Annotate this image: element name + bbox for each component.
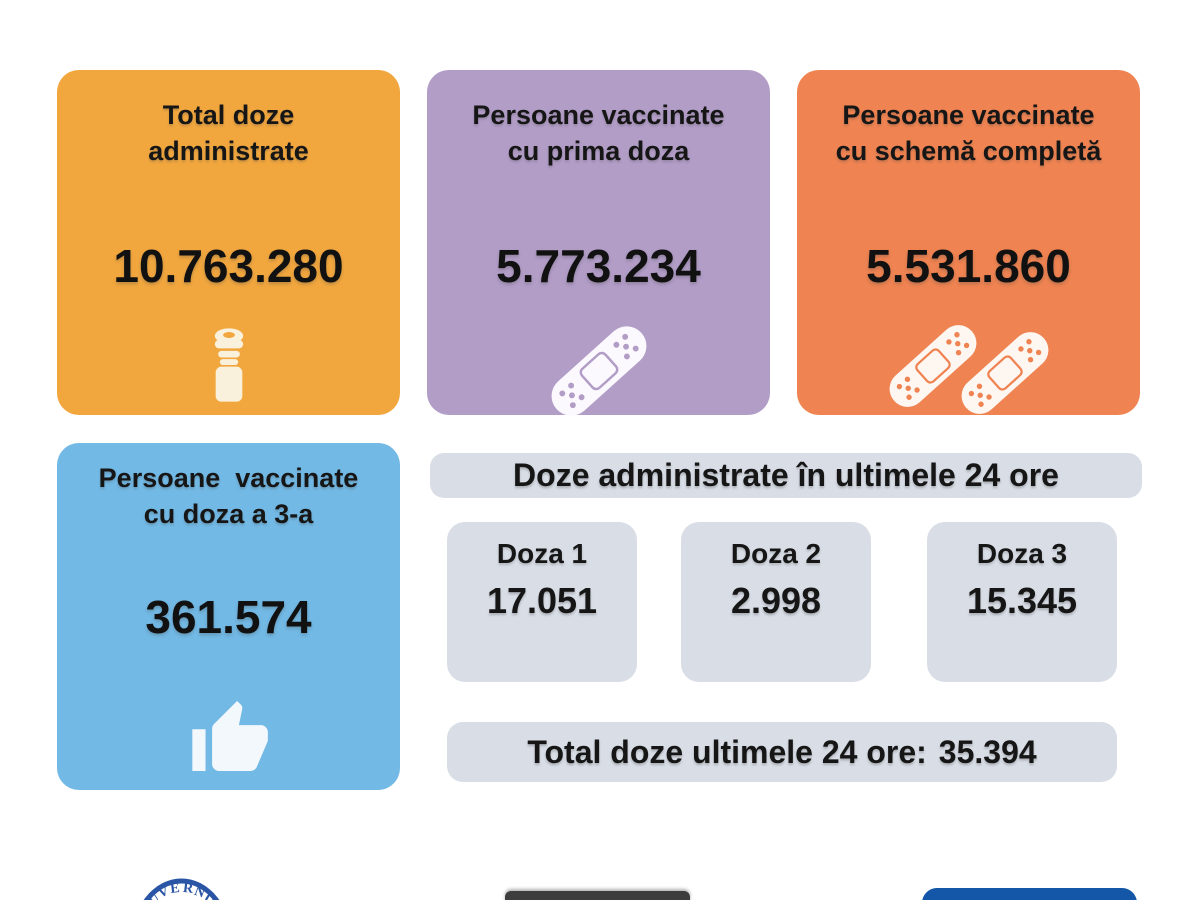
stat-value: 5.773.234: [496, 240, 701, 292]
title-line: Total doze: [162, 100, 295, 130]
card-title: Total doze administrate: [57, 98, 400, 169]
card-title: Persoane vaccinate cu schemă completă: [797, 98, 1140, 169]
title-line: Persoane vaccinate: [472, 100, 725, 130]
stat-card-complete-schema: Persoane vaccinate cu schemă completă 5.5…: [797, 70, 1140, 415]
stat-card-first-dose: Persoane vaccinate cu prima doza 5.773.23…: [427, 70, 770, 416]
card-title: Persoane vaccinate cu prima doza: [427, 98, 770, 169]
title-line: administrate: [148, 135, 309, 166]
dose-card-3: Doza 3 15.345: [927, 522, 1117, 682]
stat-value: 10.763.280: [113, 240, 344, 292]
title-line: cu schemă completă: [835, 135, 1102, 166]
dose-label: Doza 1: [496, 538, 588, 569]
vaccine-vial-icon: [57, 323, 400, 407]
seal-letter: N: [192, 884, 207, 900]
card-title: Persoane vaccinate cu doza a 3-a: [57, 461, 400, 532]
dose-label: Doza 2: [730, 538, 822, 569]
total-label: Total doze ultimele 24 ore:: [527, 733, 927, 770]
seal-letter: E: [169, 881, 180, 897]
dose-card-2: Doza 2 2.998: [681, 522, 871, 682]
last24-header-bar: Doze administrate în ultimele 24 ore: [430, 453, 1142, 498]
last24-header-text: Doze administrate în ultimele 24 ore: [513, 457, 1059, 493]
bandage-icon: [427, 326, 770, 416]
dose-card-1: Doza 1 17.051: [447, 522, 637, 682]
title-line: cu prima doza: [507, 135, 690, 166]
thumbs-up-icon: [57, 694, 400, 782]
rovaccinare-banner-icon: [505, 891, 690, 900]
stat-value: 361.574: [145, 591, 312, 643]
dose-label: Doza 3: [976, 538, 1068, 569]
total-last24-bar: Total doze ultimele 24 ore: 35.394: [447, 722, 1117, 782]
dose-value: 17.051: [486, 580, 598, 621]
stat-value: 5.531.860: [866, 240, 1071, 292]
seal-letter: R: [182, 881, 195, 897]
total-value: 35.394: [938, 733, 1037, 770]
title-line: Persoane vaccinate: [98, 463, 359, 493]
title-line: cu doza a 3-a: [143, 498, 314, 529]
stat-card-third-dose: Persoane vaccinate cu doza a 3-a 361.574: [57, 443, 400, 790]
double-bandage-icon: [797, 325, 1140, 414]
blue-badge-icon: [922, 888, 1137, 900]
title-line: Persoane vaccinate: [842, 100, 1095, 130]
dose-value: 2.998: [730, 580, 822, 621]
seal-letter: U: [201, 891, 218, 900]
dose-value: 15.345: [966, 580, 1078, 621]
stat-card-total-doses: Total doze administrate 10.763.280: [57, 70, 400, 415]
seal-letter: U: [146, 891, 163, 900]
government-seal-icon: U V E R N U: [130, 877, 233, 900]
